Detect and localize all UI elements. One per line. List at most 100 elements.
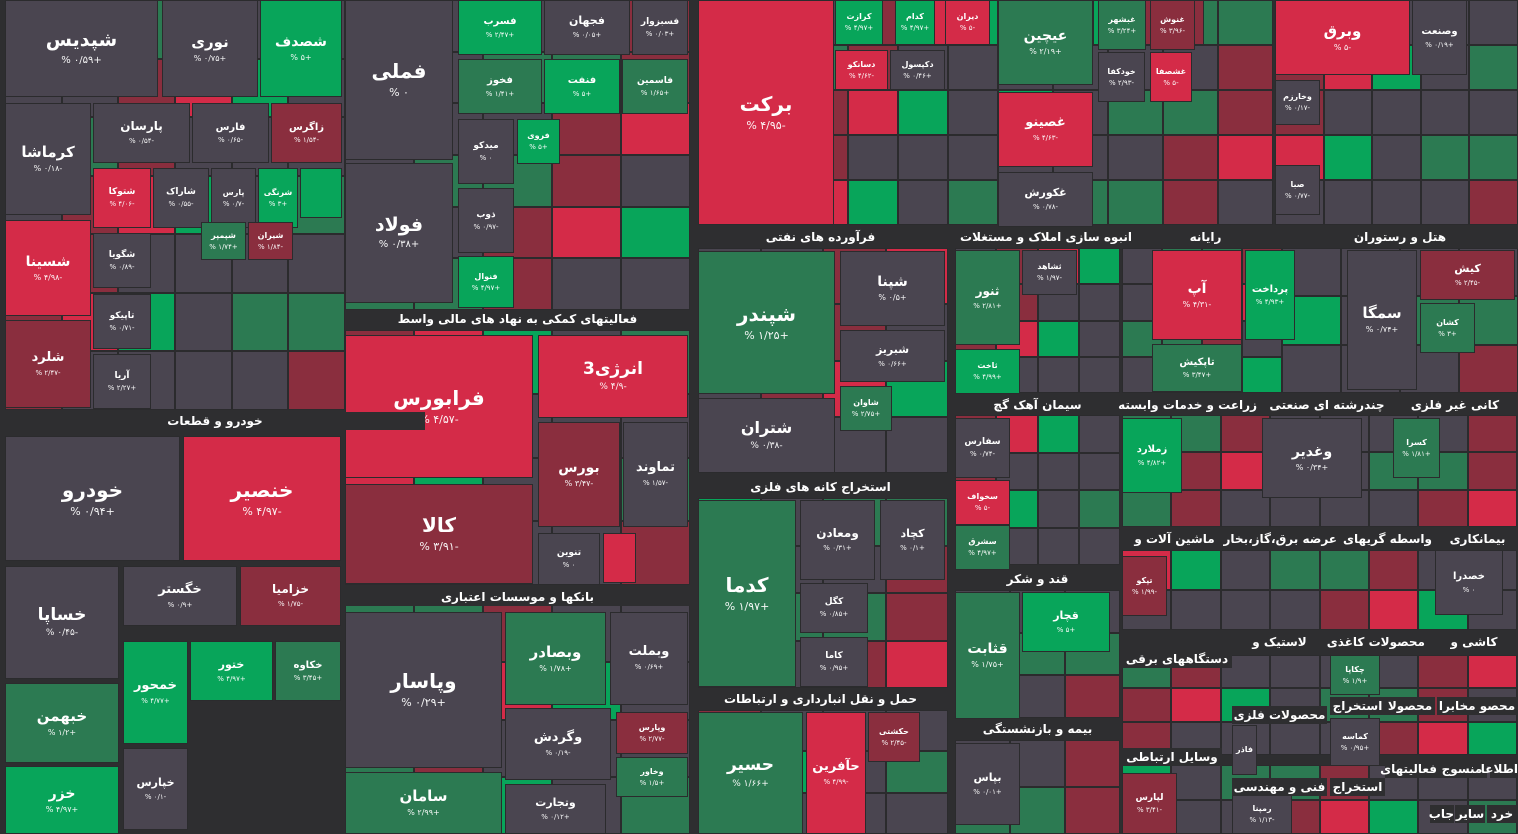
stock-tile[interactable]: [1037, 490, 1079, 528]
stock-tile[interactable]: کیش -۲/۴۵ %: [1420, 250, 1515, 300]
stock-tile[interactable]: چکاپا +۱/۹ %: [1330, 655, 1380, 695]
stock-tile[interactable]: قثابت +۱/۷۵ %: [955, 592, 1020, 719]
stock-tile[interactable]: کسرا +۱/۸۱ %: [1393, 418, 1440, 478]
stock-tile[interactable]: [1420, 90, 1470, 135]
stock-tile[interactable]: [1469, 135, 1518, 180]
stock-tile[interactable]: [885, 593, 948, 641]
stock-tile[interactable]: فجهان +۰/۰۵ %: [544, 0, 630, 55]
stock-tile[interactable]: ختور +۴/۹۷ %: [190, 641, 273, 701]
stock-tile[interactable]: تپکو -۱/۹۹ %: [1122, 556, 1167, 616]
stock-tile[interactable]: خصدرا ۰ %: [1435, 550, 1503, 615]
stock-tile[interactable]: [1469, 45, 1518, 90]
stock-tile[interactable]: خساپا -۰/۴۵ %: [5, 566, 119, 679]
stock-tile[interactable]: [1220, 489, 1271, 527]
stock-tile[interactable]: [1467, 721, 1517, 755]
stock-tile[interactable]: [1469, 180, 1518, 225]
stock-tile[interactable]: [848, 90, 898, 135]
stock-tile[interactable]: [885, 416, 948, 473]
stock-tile[interactable]: برکت -۴/۹۵ %: [698, 0, 834, 225]
stock-tile[interactable]: غنوش -۳/۹۶ %: [1150, 0, 1195, 50]
stock-tile[interactable]: [1108, 135, 1163, 180]
stock-tile[interactable]: [288, 351, 345, 410]
stock-tile[interactable]: [1372, 135, 1421, 180]
stock-tile[interactable]: [948, 180, 998, 225]
stock-tile[interactable]: حکشتی -۲/۴۵ %: [868, 712, 920, 762]
stock-tile[interactable]: فنفت +۵ %: [544, 59, 620, 114]
stock-tile[interactable]: [1418, 489, 1468, 527]
stock-tile[interactable]: [300, 168, 342, 218]
stock-tile[interactable]: [1323, 180, 1373, 225]
stock-tile[interactable]: [1218, 180, 1273, 225]
stock-tile[interactable]: [848, 180, 898, 225]
stock-tile[interactable]: فخوز +۱/۴۱ %: [458, 59, 542, 114]
stock-tile[interactable]: وبملت +۰/۶۹ %: [610, 612, 688, 705]
stock-tile[interactable]: [1122, 489, 1172, 527]
stock-tile[interactable]: [948, 45, 998, 90]
stock-tile[interactable]: کگل +۰/۸۵ %: [800, 583, 868, 633]
stock-tile[interactable]: [1418, 655, 1468, 689]
stock-tile[interactable]: فملی ۰ %: [345, 0, 453, 160]
stock-tile[interactable]: [948, 135, 998, 180]
stock-tile[interactable]: [1078, 490, 1120, 528]
stock-tile[interactable]: [1319, 799, 1369, 834]
stock-tile[interactable]: [1108, 180, 1163, 225]
stock-tile[interactable]: [1171, 799, 1221, 834]
stock-tile[interactable]: شپنا +۰/۵ %: [840, 251, 945, 326]
stock-tile[interactable]: [1078, 415, 1120, 453]
stock-tile[interactable]: [1078, 248, 1120, 285]
stock-tile[interactable]: وخاور +۱/۵ %: [616, 757, 688, 797]
stock-tile[interactable]: زاگرس -۱/۵۴ %: [271, 103, 342, 163]
stock-tile[interactable]: [1368, 550, 1419, 590]
stock-tile[interactable]: [898, 180, 948, 225]
stock-tile[interactable]: فنوال +۴/۹۷ %: [458, 256, 514, 308]
stock-tile[interactable]: [1420, 180, 1470, 225]
stock-tile[interactable]: [1037, 320, 1079, 357]
stock-tile[interactable]: وپاسار +۰/۲۹ %: [345, 612, 502, 768]
stock-tile[interactable]: وتجارت +۰/۱۲ %: [505, 784, 606, 834]
stock-tile[interactable]: [1469, 0, 1518, 45]
stock-tile[interactable]: فروی +۵ %: [517, 119, 560, 164]
stock-tile[interactable]: [1078, 452, 1120, 490]
stock-tile[interactable]: کماسه +۰/۹۵ %: [1330, 718, 1380, 766]
stock-tile[interactable]: [1420, 135, 1470, 180]
stock-tile[interactable]: [898, 135, 948, 180]
stock-tile[interactable]: [288, 234, 345, 293]
stock-tile[interactable]: حآفرین -۴/۹۹ %: [806, 712, 866, 834]
stock-tile[interactable]: [1037, 415, 1079, 453]
stock-tile[interactable]: [1078, 527, 1120, 565]
stock-tile[interactable]: لپارس -۳/۴۱ %: [1122, 773, 1177, 834]
stock-tile[interactable]: [1368, 799, 1419, 834]
stock-tile[interactable]: خودرو +۰/۹۴ %: [5, 436, 180, 561]
stock-tile[interactable]: [885, 640, 948, 688]
stock-tile[interactable]: فسبزوار +۰/۰۳ %: [632, 0, 688, 55]
stock-tile[interactable]: [1467, 489, 1517, 527]
stock-tile[interactable]: خکاوه +۳/۴۵ %: [275, 641, 341, 701]
stock-tile[interactable]: [1037, 452, 1079, 490]
stock-tile[interactable]: [1163, 180, 1218, 225]
stock-tile[interactable]: کاما +۰/۹۵ %: [800, 637, 868, 687]
stock-tile[interactable]: نوری +۰/۷۵ %: [162, 0, 258, 97]
stock-tile[interactable]: خزامیا -۱/۷۵ %: [240, 566, 341, 626]
stock-tile[interactable]: [1171, 590, 1221, 630]
stock-tile[interactable]: [552, 206, 621, 259]
stock-tile[interactable]: [1323, 90, 1373, 135]
stock-tile[interactable]: رمپنا -۱/۱۳ %: [1232, 795, 1292, 834]
stock-tile[interactable]: [1270, 590, 1320, 630]
stock-tile[interactable]: سشرق +۴/۹۷ %: [955, 525, 1010, 570]
stock-tile[interactable]: [1282, 344, 1341, 393]
stock-tile[interactable]: غشصفا -۵ %: [1150, 52, 1192, 102]
stock-tile[interactable]: [1122, 688, 1172, 722]
stock-tile[interactable]: ثنور +۲/۸۱ %: [955, 250, 1020, 345]
stock-tile[interactable]: تماوند -۱/۵۷ %: [623, 422, 688, 527]
stock-tile[interactable]: خگستر +۰/۹ %: [123, 566, 237, 626]
stock-tile[interactable]: پرداخت +۴/۹۳ %: [1245, 250, 1295, 340]
stock-tile[interactable]: [1242, 356, 1282, 393]
stock-tile[interactable]: خودکفا -۲/۹۳ %: [1098, 52, 1145, 102]
stock-tile[interactable]: آریا +۲/۲۷ %: [93, 354, 151, 409]
stock-tile[interactable]: [1372, 90, 1421, 135]
stock-tile[interactable]: [621, 258, 690, 310]
stock-tile[interactable]: انرژی3 -۴/۹ %: [538, 335, 688, 418]
stock-tile[interactable]: [848, 135, 898, 180]
stock-tile[interactable]: تاپکیش +۳/۴۷ %: [1152, 344, 1242, 392]
stock-tile[interactable]: کرازت +۴/۹۷ %: [835, 0, 883, 45]
